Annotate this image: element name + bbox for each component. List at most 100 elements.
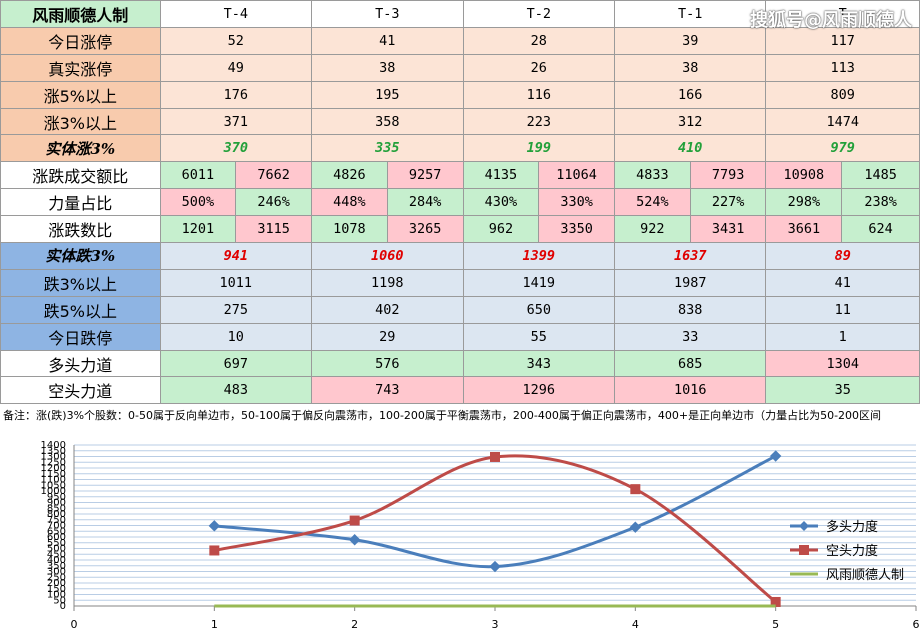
pair-cell: 298%: [765, 188, 843, 217]
pair-cell: 246%: [235, 188, 313, 217]
value-cell: 52: [159, 26, 313, 55]
row-label: 空头力道: [0, 376, 161, 405]
y-tick-label: 1050: [41, 480, 66, 491]
pair-cell: 3115: [235, 215, 313, 244]
y-tick-label: 800: [47, 509, 66, 520]
row-label: 力量占比: [0, 188, 161, 217]
y-tick-label: 100: [47, 590, 66, 601]
value-cell: 113: [765, 53, 920, 82]
row-label: 今日跌停: [0, 322, 161, 351]
value-cell: 117: [765, 26, 920, 55]
value-cell: 343: [462, 349, 616, 378]
value-cell: 275: [159, 295, 313, 324]
pair-cell: 1078: [311, 215, 388, 244]
value-cell: 26: [462, 53, 616, 82]
value-cell: 166: [613, 80, 767, 109]
y-tick-label: 750: [47, 515, 66, 526]
value-cell: 685: [613, 349, 767, 378]
row-label: 涨跌成交额比: [0, 161, 161, 190]
pair-cell: 9257: [386, 161, 464, 190]
highlight-cell: 1399: [462, 242, 616, 270]
row-label: 涨3%以上: [0, 107, 161, 136]
pair-row: 涨跌成交额比 6011 7662 4826 9257 4135 11064 4833 7793 1…: [0, 161, 920, 190]
pair-cell: 3661: [765, 215, 843, 244]
legend-marker: [799, 521, 809, 531]
watermark: 搜狐号@风雨顺德人: [750, 10, 912, 31]
data-sheet: 风雨顺德人制 T-4 T-3 T-2 T-1 T 今日涨停 52 41 28 39 117 真实涨停 49…: [0, 0, 920, 405]
up-row: 涨5%以上 176 195 116 166 809: [0, 80, 920, 109]
y-tick-label: 500: [47, 544, 66, 555]
y-tick-label: 1350: [41, 446, 66, 457]
data-point: [769, 450, 782, 462]
row-label: 跌3%以上: [0, 268, 161, 297]
value-cell: 743: [311, 376, 464, 405]
highlight-cell: 941: [159, 242, 313, 270]
y-tick-label: 1200: [41, 463, 66, 474]
value-cell: 10: [159, 322, 313, 351]
y-tick-label: 400: [47, 555, 66, 566]
y-tick-label: 700: [47, 521, 66, 532]
legend-marker: [799, 545, 809, 555]
value-cell: 402: [311, 295, 464, 324]
y-tick-label: 900: [47, 498, 66, 509]
data-point: [208, 520, 221, 532]
value-cell: 838: [613, 295, 767, 324]
y-tick-label: 600: [47, 532, 66, 543]
row-label: 真实涨停: [0, 53, 161, 82]
pair-cell: 430%: [462, 188, 540, 217]
pair-cell: 500%: [159, 188, 237, 217]
legend-label: 多头力度: [826, 519, 878, 535]
note-text: 备注：涨(跌)3%个股数：0-50属于反向单边市，50-100属于偏反向震荡市，…: [3, 409, 882, 422]
row-label: 实体跌3%: [0, 242, 161, 270]
value-cell: 1: [765, 322, 920, 351]
value-cell: 576: [311, 349, 464, 378]
line-chart: 0501001502002503003504004505005506006507…: [0, 432, 920, 643]
pair-cell: 3265: [386, 215, 464, 244]
value-cell: 1474: [765, 107, 920, 136]
value-cell: 41: [311, 26, 464, 55]
pair-row: 力量占比 500% 246% 448% 284% 430% 330% 524% 227% 298%…: [0, 188, 920, 217]
body-up-row: 实体涨3% 370 335 199 410 979: [0, 134, 920, 163]
row-label: 跌5%以上: [0, 295, 161, 324]
value-cell: 38: [311, 53, 464, 82]
pair-cell: 962: [462, 215, 540, 244]
value-cell: 29: [311, 322, 464, 351]
value-cell: 55: [462, 322, 616, 351]
row-label: 实体涨3%: [0, 134, 161, 163]
x-tick-label: 5: [772, 618, 779, 631]
highlight-cell: 199: [462, 134, 616, 163]
y-tick-label: 1000: [41, 486, 66, 497]
value-cell: 697: [159, 349, 313, 378]
value-cell: 176: [159, 80, 313, 109]
row-label: 涨跌数比: [0, 215, 161, 244]
period-header: T-4: [159, 0, 313, 28]
up-row: 涨3%以上 371 358 223 312 1474: [0, 107, 920, 136]
y-tick-label: 950: [47, 492, 66, 503]
value-cell: 116: [462, 80, 616, 109]
header-row: 风雨顺德人制 T-4 T-3 T-2 T-1 T: [0, 0, 920, 28]
data-point: [209, 545, 220, 556]
y-tick-label: 550: [47, 538, 66, 549]
x-tick-label: 2: [351, 618, 358, 631]
pair-cell: 11064: [538, 161, 615, 190]
value-cell: 809: [765, 80, 920, 109]
period-header: T: [765, 0, 920, 28]
y-tick-label: 150: [47, 584, 66, 595]
x-tick-label: 4: [632, 618, 639, 631]
highlight-cell: 410: [613, 134, 767, 163]
y-tick-label: 350: [47, 561, 66, 572]
value-cell: 1016: [613, 376, 767, 405]
pair-cell: 624: [841, 215, 920, 244]
y-tick-label: 200: [47, 578, 66, 589]
x-tick-label: 3: [492, 618, 499, 631]
value-cell: 650: [462, 295, 616, 324]
y-tick-label: 450: [47, 549, 66, 560]
y-tick-label: 1150: [41, 469, 66, 480]
y-tick-label: 850: [47, 503, 66, 514]
data-point: [630, 484, 641, 495]
period-header: T-3: [311, 0, 464, 28]
row-label: 今日涨停: [0, 26, 161, 55]
value-cell: 1987: [613, 268, 767, 297]
value-cell: 28: [462, 26, 616, 55]
y-tick-label: 650: [47, 526, 66, 537]
